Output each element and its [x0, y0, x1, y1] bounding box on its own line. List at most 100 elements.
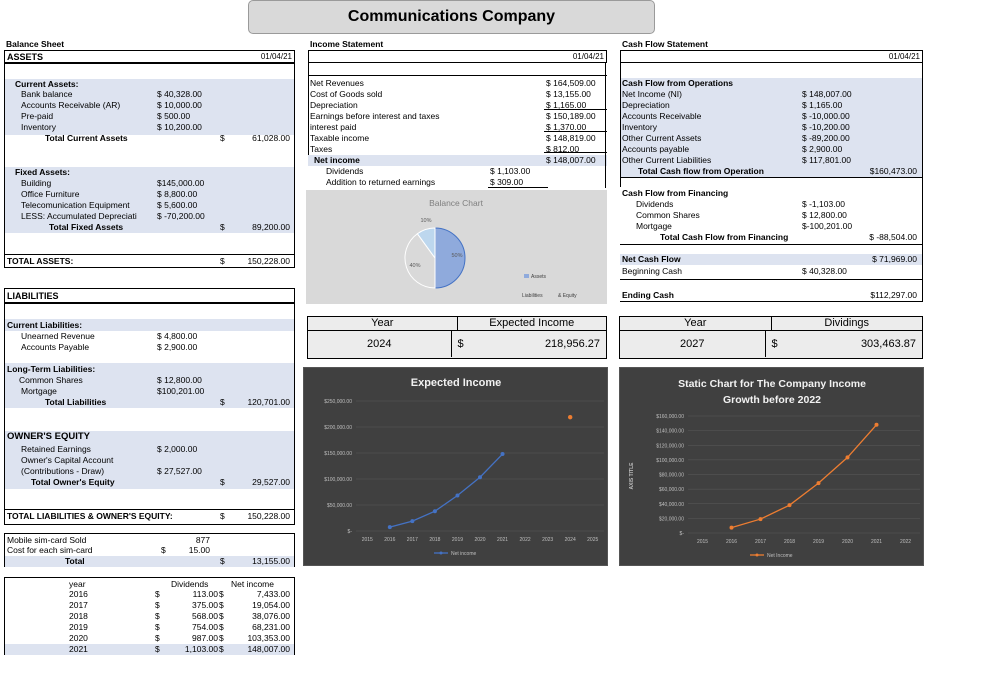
history-net-income: 19,054.00 [252, 600, 290, 610]
income-line-label: Taxable income [310, 133, 370, 143]
forecast-point [567, 414, 573, 420]
currency-symbol: $ [155, 633, 160, 643]
x-tick-label: 2023 [542, 537, 553, 543]
pie-legend-assets: Assets [531, 274, 547, 280]
history-dividends: 1,103.00 [184, 644, 218, 654]
unearned-revenue-label: Unearned Revenue [21, 331, 95, 341]
x-tick-label: 2021 [497, 537, 508, 543]
retained-earnings-value: $ 2,000.00 [157, 444, 198, 454]
currency-symbol: $ [161, 545, 166, 555]
balance-sheet-label: Balance Sheet [6, 39, 65, 49]
data-point [387, 525, 392, 530]
contributions-label: (Contributions - Draw) [21, 466, 105, 476]
x-tick-label: 2019 [813, 539, 824, 545]
operations-line-value: $ 117,801.00 [802, 155, 851, 165]
history-year: 2018 [69, 611, 88, 621]
net-cash-flow-value: $ 71,969.00 [872, 254, 917, 264]
operations-line-value: $ -89,200.00 [802, 133, 850, 143]
y-tick-label: $200,000.00 [324, 425, 352, 431]
x-tick-label: 2015 [362, 537, 373, 543]
accounts-payable-label: Accounts Payable [21, 342, 90, 352]
data-point [500, 452, 505, 457]
legend-marker [755, 553, 759, 557]
legend-label: Net Income [767, 553, 793, 559]
total-assets-label: TOTAL ASSETS: [7, 256, 74, 266]
x-tick-label: 2018 [784, 539, 795, 545]
currency-symbol: $ [219, 600, 224, 610]
operations-line-label: Accounts Receivable [622, 111, 702, 121]
cash-flow-header: 01/04/21 [620, 50, 923, 63]
income-line-value: $ 13,155.00 [546, 89, 591, 99]
history-dividends: 113.00 [192, 589, 218, 599]
currency-symbol: $ [155, 600, 160, 610]
currency-symbol: $ [220, 133, 225, 143]
y-tick-label: $60,000.00 [659, 487, 684, 493]
static-income-svg: Static Chart for The Company Income Growt… [629, 378, 920, 559]
long-term-liabilities-heading: Long-Term Liabilities: [7, 364, 96, 374]
history-dividends: 987.00 [192, 633, 218, 643]
income-header: 01/04/21 [308, 50, 607, 63]
y-tick-label: $150,000.00 [324, 451, 352, 457]
currency-symbol: $ [155, 644, 160, 654]
simcard-panel: Mobile sim-card Sold 877 Cost for each s… [4, 533, 295, 567]
operations-heading: Cash Flow from Operations [622, 78, 733, 88]
balance-pie-chart: Balance Chart 50% 40% 10% Assets Liabilities &… [404, 198, 577, 299]
common-shares-value: $ 12,800.00 [157, 375, 202, 385]
history-row-highlight [5, 644, 294, 655]
pie-title: Balance Chart [429, 198, 484, 208]
mortgage-label: Mortgage [21, 386, 57, 396]
mortgage-value: $100,201.00 [157, 386, 205, 396]
bank-balance-label: Bank balance [21, 89, 73, 99]
series-line [389, 453, 504, 528]
building-value: $145,000.00 [157, 178, 205, 188]
operations-total-label: Total Cash flow from Operation [638, 166, 764, 176]
dividends-label: Dividends [326, 166, 364, 176]
pie-slice [434, 227, 466, 289]
depreciation-value: $ -70,200.00 [157, 211, 205, 221]
income-line-value: $ 1,165.00 [546, 100, 587, 110]
ar-value: $ 10,000.00 [157, 100, 202, 110]
operations-line-label: Inventory [622, 122, 657, 132]
income-line-label: Cost of Goods sold [310, 89, 383, 99]
currency-symbol: $ [219, 644, 224, 654]
ending-cash-label: Ending Cash [622, 290, 674, 300]
operations-line-label: Net Income (NI) [622, 89, 682, 99]
operations-line-value: $ -10,000.00 [802, 111, 850, 121]
simcard-sold-label: Mobile sim-card Sold [7, 535, 87, 545]
static-chart-title-line2: Growth before 2022 [723, 394, 821, 406]
simcard-total-label: Total [65, 556, 85, 566]
y-tick-label: $50,000.00 [327, 503, 352, 509]
net-cash-flow-label: Net Cash Flow [622, 254, 681, 264]
currency-symbol: $ [771, 338, 778, 350]
contributions-value: $ 27,527.00 [157, 466, 202, 476]
y-tick-label: $140,000.00 [656, 429, 684, 435]
total-le-label: TOTAL LIABILITIES & OWNER'S EQUITY: [7, 511, 173, 521]
total-owners-equity-label: Total Owner's Equity [31, 477, 115, 487]
furniture-value: $ 8,800.00 [157, 189, 198, 199]
depreciation-label: LESS: Accumulated Depreciati [21, 211, 137, 221]
pie-data-label: 40% [409, 263, 420, 269]
operations-line-label: Other Current Assets [622, 133, 702, 143]
net-income-label: Net income [314, 155, 360, 165]
building-label: Building [21, 178, 52, 188]
x-tick-label: 2017 [755, 539, 766, 545]
cash-flow-label: Cash Flow Statement [622, 39, 708, 49]
history-year: 2020 [69, 633, 88, 643]
expected-income-chart: Expected Income $- $50,000.00 $100,000.00 $1… [303, 367, 608, 566]
x-tick-label: 2016 [384, 537, 395, 543]
financing-line-value: $ 12,800.00 [802, 210, 847, 220]
operations-line-value: $ 2,900.00 [802, 144, 843, 154]
owners-equity-heading: OWNER'S EQUITY [7, 431, 91, 442]
accounts-payable-value: $ 2,900.00 [157, 342, 198, 352]
y-tick-label: $160,000.00 [656, 414, 684, 420]
currency-symbol: $ [220, 477, 225, 487]
total-owners-equity-value: 29,527.00 [252, 477, 290, 487]
total-assets-value: 150,228.00 [247, 256, 290, 266]
dividends-value: $ 1,103.00 [490, 166, 531, 176]
pie-data-label: 10% [420, 218, 431, 224]
currency-symbol: $ [155, 611, 160, 621]
pie-slice [416, 227, 436, 260]
operations-line-label: Accounts payable [622, 144, 690, 154]
operations-line-label: Depreciation [622, 100, 670, 110]
simcard-total-value: 13,155.00 [252, 556, 290, 566]
